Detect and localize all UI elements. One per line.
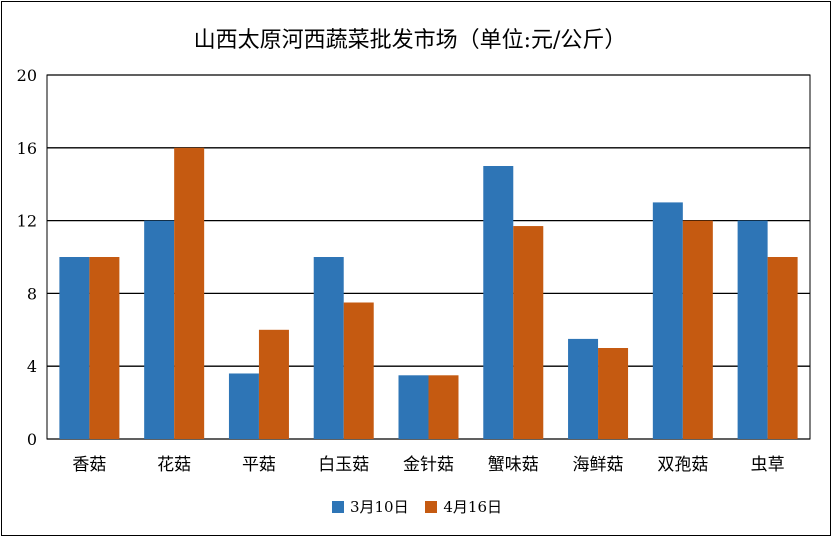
y-tick-label: 16 (17, 139, 37, 158)
y-tick-label: 4 (27, 357, 37, 376)
bar-2 (428, 375, 459, 439)
bar-2 (258, 329, 289, 439)
bar-1 (483, 166, 514, 439)
bar-2 (598, 348, 629, 439)
bar-2 (513, 226, 544, 439)
bar-1 (568, 338, 599, 439)
y-tick-label: 12 (17, 212, 37, 231)
legend: 3月10日 4月16日 (0, 496, 834, 517)
x-tick-label: 金针菇 (403, 455, 454, 475)
x-tick-label: 香菇 (72, 455, 106, 475)
x-tick-label: 白玉菇 (318, 455, 369, 475)
bar-1 (398, 375, 429, 439)
bar-1 (144, 220, 175, 439)
legend-swatch-series-2 (425, 500, 438, 513)
x-tick-label: 虫草 (751, 455, 785, 475)
bar-2 (89, 257, 120, 439)
x-tick-label: 花菇 (157, 455, 191, 475)
x-tick-label: 蟹味菇 (488, 455, 539, 475)
bar-1 (737, 220, 768, 439)
x-tick-label: 平菇 (242, 455, 276, 475)
bar-2 (682, 220, 713, 439)
bar-2 (174, 147, 205, 440)
y-tick-label: 20 (17, 66, 37, 85)
y-tick-label: 0 (27, 430, 37, 449)
legend-item-series-2: 4月16日 (425, 496, 502, 517)
legend-item-series-1: 3月10日 (331, 496, 409, 517)
x-tick-label: 海鲜菇 (573, 455, 624, 475)
x-tick-label: 双孢菇 (657, 455, 708, 475)
legend-label-series-1: 3月10日 (349, 498, 409, 516)
bar-1 (313, 257, 344, 439)
legend-label-series-2: 4月16日 (443, 498, 503, 516)
y-tick-label: 8 (27, 284, 37, 303)
bar-2 (767, 257, 798, 439)
legend-swatch-series-1 (331, 500, 344, 513)
bar-1 (228, 373, 259, 439)
bar-1 (59, 257, 90, 439)
chart-title: 山西太原河西蔬菜批发市场（单位:元/公斤） (193, 28, 627, 53)
bar-2 (343, 302, 374, 439)
bar-1 (652, 202, 683, 439)
